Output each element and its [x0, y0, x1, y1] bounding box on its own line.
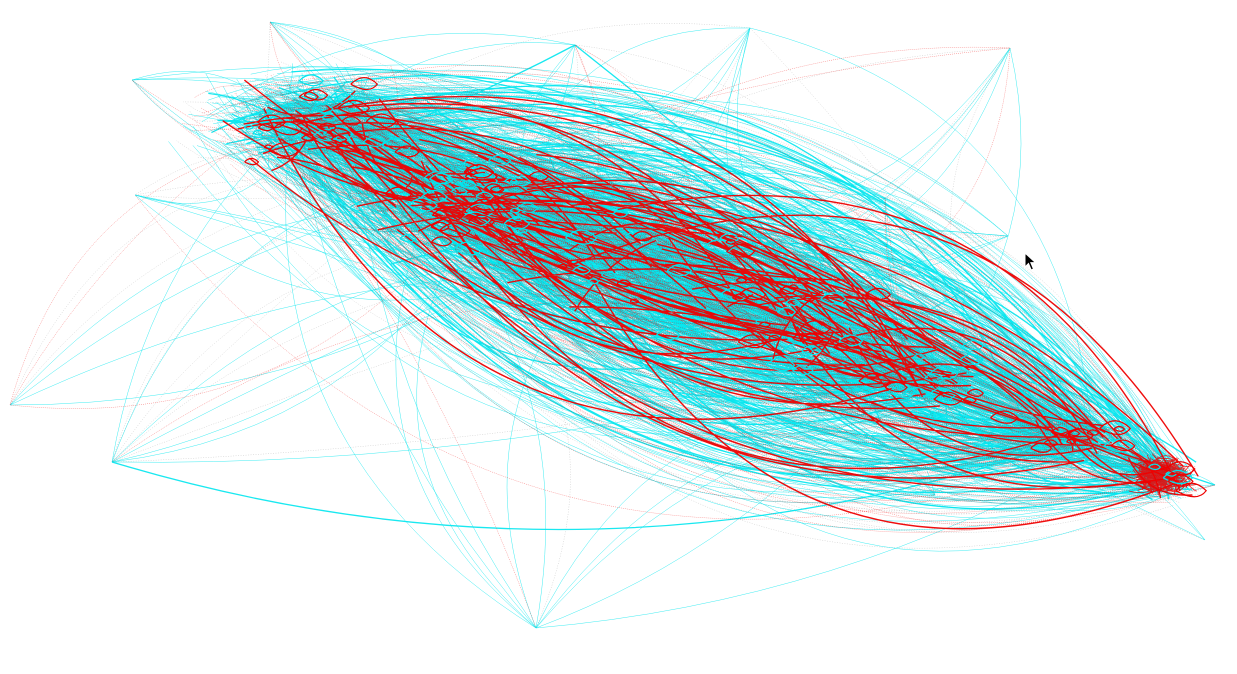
red-dense-cluster — [1125, 453, 1198, 496]
red-loops — [244, 76, 1207, 498]
red-edges — [222, 79, 1199, 530]
edge-loop-layer — [243, 74, 1207, 498]
